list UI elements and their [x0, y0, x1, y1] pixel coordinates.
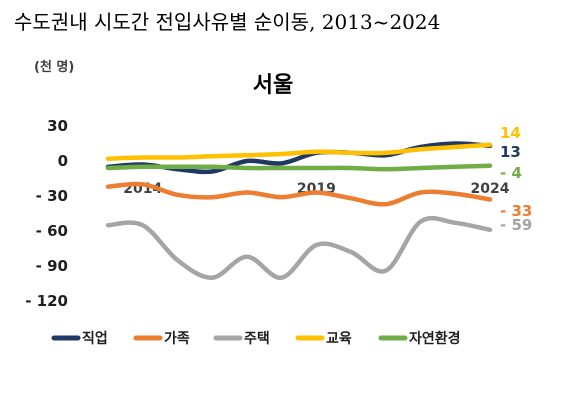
y-tick-label: - 60	[36, 222, 68, 240]
y-tick-label: - 30	[36, 187, 68, 205]
series-line-자연환경	[105, 163, 493, 172]
unit-label: (천 명)	[34, 59, 74, 75]
series-line-교육	[105, 142, 493, 161]
legend-label-교육: 교육	[326, 331, 352, 347]
end-labels: 13 - 33- 59 14 - 4	[500, 124, 532, 234]
legend-label-가족: 가족	[164, 331, 190, 347]
legend-label-자연환경: 자연환경	[409, 330, 461, 347]
legend-label-주택: 주택	[244, 330, 270, 347]
y-tick-label: 30	[47, 117, 68, 135]
legend-label-직업: 직업	[82, 330, 108, 347]
y-tick-label: - 90	[36, 257, 68, 275]
series-lines	[105, 141, 493, 280]
page-title: 수도권내 시도간 전입사유별 순이동, 2013~2024	[14, 10, 441, 34]
end-label-자연환경: - 4	[500, 164, 522, 182]
y-tick-label: - 120	[25, 292, 68, 310]
y-axis-ticks: 30 0 - 30 - 60 - 90 - 120	[25, 117, 68, 310]
end-label-교육: 14	[500, 124, 521, 142]
end-label-가족: - 33	[500, 202, 532, 220]
series-line-가족	[105, 181, 493, 207]
end-label-직업: 13	[500, 143, 521, 161]
end-label-주택: - 59	[500, 216, 532, 234]
series-line-주택	[105, 215, 493, 280]
y-tick-label: 0	[58, 152, 68, 170]
legend: 직업 가족 주택 교육 자연환경	[51, 330, 461, 347]
chart-subtitle: 서울	[253, 73, 293, 98]
x-tick-label: 2024	[471, 181, 510, 197]
